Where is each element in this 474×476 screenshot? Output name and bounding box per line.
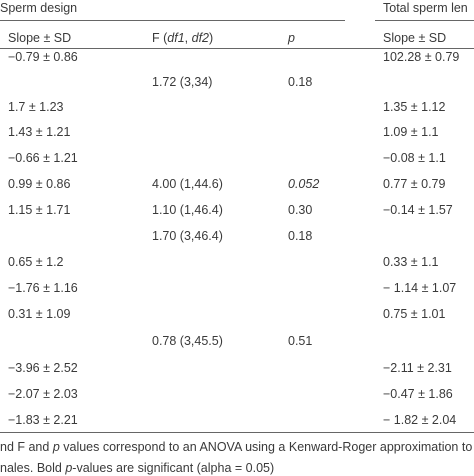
table-cell: 0.99 ± 0.86 <box>8 177 71 191</box>
table-cell: −0.79 ± 0.86 <box>8 50 78 64</box>
table-cell: 1.72 (3,34) <box>152 75 213 89</box>
table-cell: 0.33 ± 1.1 <box>383 255 439 269</box>
text-segment: -values are significant (alpha = 0.05) <box>72 461 275 475</box>
text-segment: nales. Bold <box>0 461 66 475</box>
table-cell: 1.15 ± 1.71 <box>8 203 71 217</box>
table-cell: 4.00 (1,44.6) <box>152 177 223 191</box>
table-cell: 0.78 (3,45.5) <box>152 334 223 348</box>
text-segment: df2 <box>191 31 210 45</box>
text-segment: p <box>65 461 73 475</box>
table-cell: −0.14 ± 1.57 <box>383 203 453 217</box>
text-segment: p <box>288 31 295 45</box>
table-cell: − 1.14 ± 1.07 <box>383 281 457 295</box>
table-cell: 0.18 <box>288 75 313 89</box>
header-rule <box>0 48 474 49</box>
column-header: Slope ± SD <box>383 30 446 46</box>
table-cell: 0.052 <box>288 177 320 191</box>
text-segment: nd F and <box>0 440 53 454</box>
table-cell: 0.30 <box>288 203 313 217</box>
column-header: p <box>288 30 295 46</box>
group-header: Total sperm len <box>383 1 468 15</box>
group-rule <box>375 20 474 21</box>
bottom-rule <box>0 432 474 433</box>
table-cell: −2.11 ± 2.31 <box>383 361 452 375</box>
table-cell: −3.96 ± 2.52 <box>8 361 78 375</box>
table-cell: 1.10 (1,46.4) <box>152 203 223 217</box>
text-segment: Slope ± SD <box>8 31 72 45</box>
table-cell: 102.28 ± 0.79 <box>383 50 460 64</box>
table-cell: 1.35 ± 1.12 <box>383 100 446 114</box>
table-cell: 1.7 ± 1.23 <box>8 100 64 114</box>
group-rule <box>0 20 345 21</box>
table-cell: 0.75 ± 1.01 <box>383 307 446 321</box>
footnote-line: nales. Bold p-values are significant (al… <box>0 460 274 476</box>
table-cell: 1.70 (3,46.4) <box>152 229 223 243</box>
text-segment: , <box>184 31 192 45</box>
group-header: Sperm design <box>0 1 78 15</box>
table-cell: 0.18 <box>288 229 313 243</box>
table-cell: −0.08 ± 1.1 <box>383 151 446 165</box>
table-cell: −0.66 ± 1.21 <box>8 151 78 165</box>
table-cell: 1.09 ± 1.1 <box>383 125 439 139</box>
table-cell: 0.51 <box>288 334 313 348</box>
table-cell: 1.43 ± 1.21 <box>8 125 71 139</box>
table-cell: −2.07 ± 2.03 <box>8 387 78 401</box>
table-cell: 0.31 ± 1.09 <box>8 307 71 321</box>
text-segment: F ( <box>152 31 168 45</box>
table-cell: −1.83 ± 2.21 <box>8 413 78 427</box>
table-cell: −0.47 ± 1.86 <box>383 387 453 401</box>
column-header: Slope ± SD <box>8 30 71 46</box>
table-cell: 0.65 ± 1.2 <box>8 255 64 269</box>
table-cell: 0.77 ± 0.79 <box>383 177 446 191</box>
text-segment: p <box>52 440 60 454</box>
table-cell: −1.76 ± 1.16 <box>8 281 78 295</box>
table-cell: − 1.82 ± 2.04 <box>383 413 457 427</box>
text-segment: values correspond to an ANOVA using a Ke… <box>59 440 473 454</box>
text-segment: ) <box>209 31 214 45</box>
column-header: F (df1, df2) <box>152 30 213 46</box>
footnote-line: nd F and p values correspond to an ANOVA… <box>0 439 472 455</box>
text-segment: Slope ± SD <box>383 31 447 45</box>
text-segment: df1 <box>167 31 185 45</box>
